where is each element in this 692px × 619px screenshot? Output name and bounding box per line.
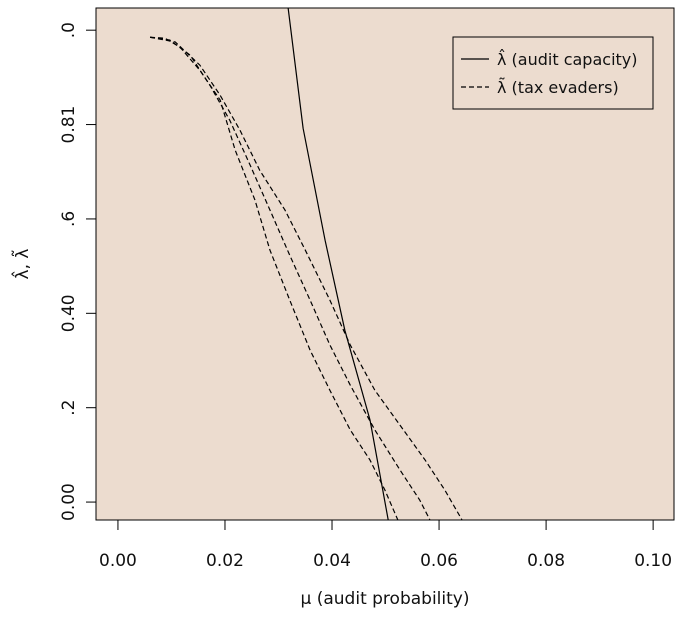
y-axis-label: λ̂, λ̃ [10, 249, 33, 280]
y-tick-label: 0.81 [59, 106, 79, 144]
series-line [150, 36, 399, 520]
x-tick-label: 0.02 [206, 551, 244, 571]
x-tick-label: 0.00 [99, 551, 137, 571]
x-tick-label: 0.08 [527, 551, 565, 571]
x-axis-label: μ (audit probability) [301, 589, 470, 609]
plot-lines [149, 8, 463, 520]
series-line [287, 8, 389, 520]
series-line [149, 36, 463, 520]
y-tick-label: 0.40 [59, 294, 79, 332]
plot-background [95, 7, 675, 521]
x-tick-label: 0.06 [420, 551, 458, 571]
y-tick-label: 0.00 [59, 483, 79, 521]
legend-label: λ̂ (audit capacity) [497, 49, 638, 69]
x-tick-label: 0.04 [313, 551, 351, 571]
y-tick-label: .6 [59, 211, 79, 227]
series-line [149, 36, 431, 520]
x-tick-label: 0.10 [634, 551, 672, 571]
y-tick-label: .0 [59, 22, 79, 38]
y-tick-label: .2 [59, 400, 79, 416]
legend-label: λ̃ (tax evaders) [497, 78, 619, 97]
legend-box [452, 36, 654, 110]
